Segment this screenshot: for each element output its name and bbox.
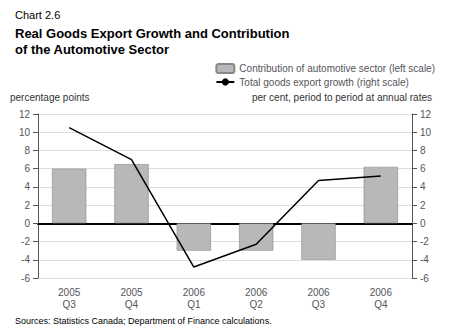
svg-text:Q1: Q1 — [187, 299, 201, 310]
svg-text:Total goods export growth (rig: Total goods export growth (right scale) — [239, 77, 409, 88]
svg-text:2: 2 — [420, 200, 426, 211]
svg-text:Q4: Q4 — [374, 299, 388, 310]
svg-text:4: 4 — [24, 181, 30, 192]
svg-text:Q3: Q3 — [312, 299, 326, 310]
svg-text:2005: 2005 — [58, 287, 81, 298]
svg-text:of the Automotive Sector: of the Automotive Sector — [15, 42, 169, 57]
svg-text:-6: -6 — [21, 273, 30, 284]
svg-text:per cent, period to period at: per cent, period to period at annual rat… — [252, 92, 432, 103]
svg-text:Q3: Q3 — [62, 299, 76, 310]
svg-text:2006: 2006 — [245, 287, 268, 298]
svg-text:0: 0 — [420, 218, 426, 229]
svg-text:Chart 2.6: Chart 2.6 — [15, 9, 60, 21]
svg-text:12: 12 — [19, 109, 31, 120]
svg-text:-4: -4 — [21, 254, 30, 265]
svg-text:Contribution of automotive sec: Contribution of automotive sector (left … — [239, 63, 435, 74]
svg-text:2005: 2005 — [120, 287, 143, 298]
svg-text:percentage points: percentage points — [10, 92, 90, 103]
svg-text:4: 4 — [420, 181, 426, 192]
svg-text:-2: -2 — [21, 236, 30, 247]
svg-text:8: 8 — [24, 145, 30, 156]
svg-text:-2: -2 — [420, 236, 429, 247]
svg-text:2006: 2006 — [370, 287, 393, 298]
svg-text:0: 0 — [24, 218, 30, 229]
svg-text:10: 10 — [19, 127, 31, 138]
svg-text:Q4: Q4 — [125, 299, 139, 310]
svg-text:-6: -6 — [420, 273, 429, 284]
svg-text:Sources: Statistics Canada; De: Sources: Statistics Canada; Department o… — [15, 316, 272, 326]
svg-text:2: 2 — [24, 200, 30, 211]
svg-text:12: 12 — [420, 109, 432, 120]
svg-text:6: 6 — [420, 163, 426, 174]
svg-text:6: 6 — [24, 163, 30, 174]
svg-text:10: 10 — [420, 127, 432, 138]
svg-text:-4: -4 — [420, 254, 429, 265]
svg-text:2006: 2006 — [183, 287, 206, 298]
svg-text:Real Goods Export Growth and C: Real Goods Export Growth and Contributio… — [15, 26, 289, 41]
svg-text:8: 8 — [420, 145, 426, 156]
svg-text:2006: 2006 — [307, 287, 330, 298]
svg-text:Q2: Q2 — [249, 299, 263, 310]
